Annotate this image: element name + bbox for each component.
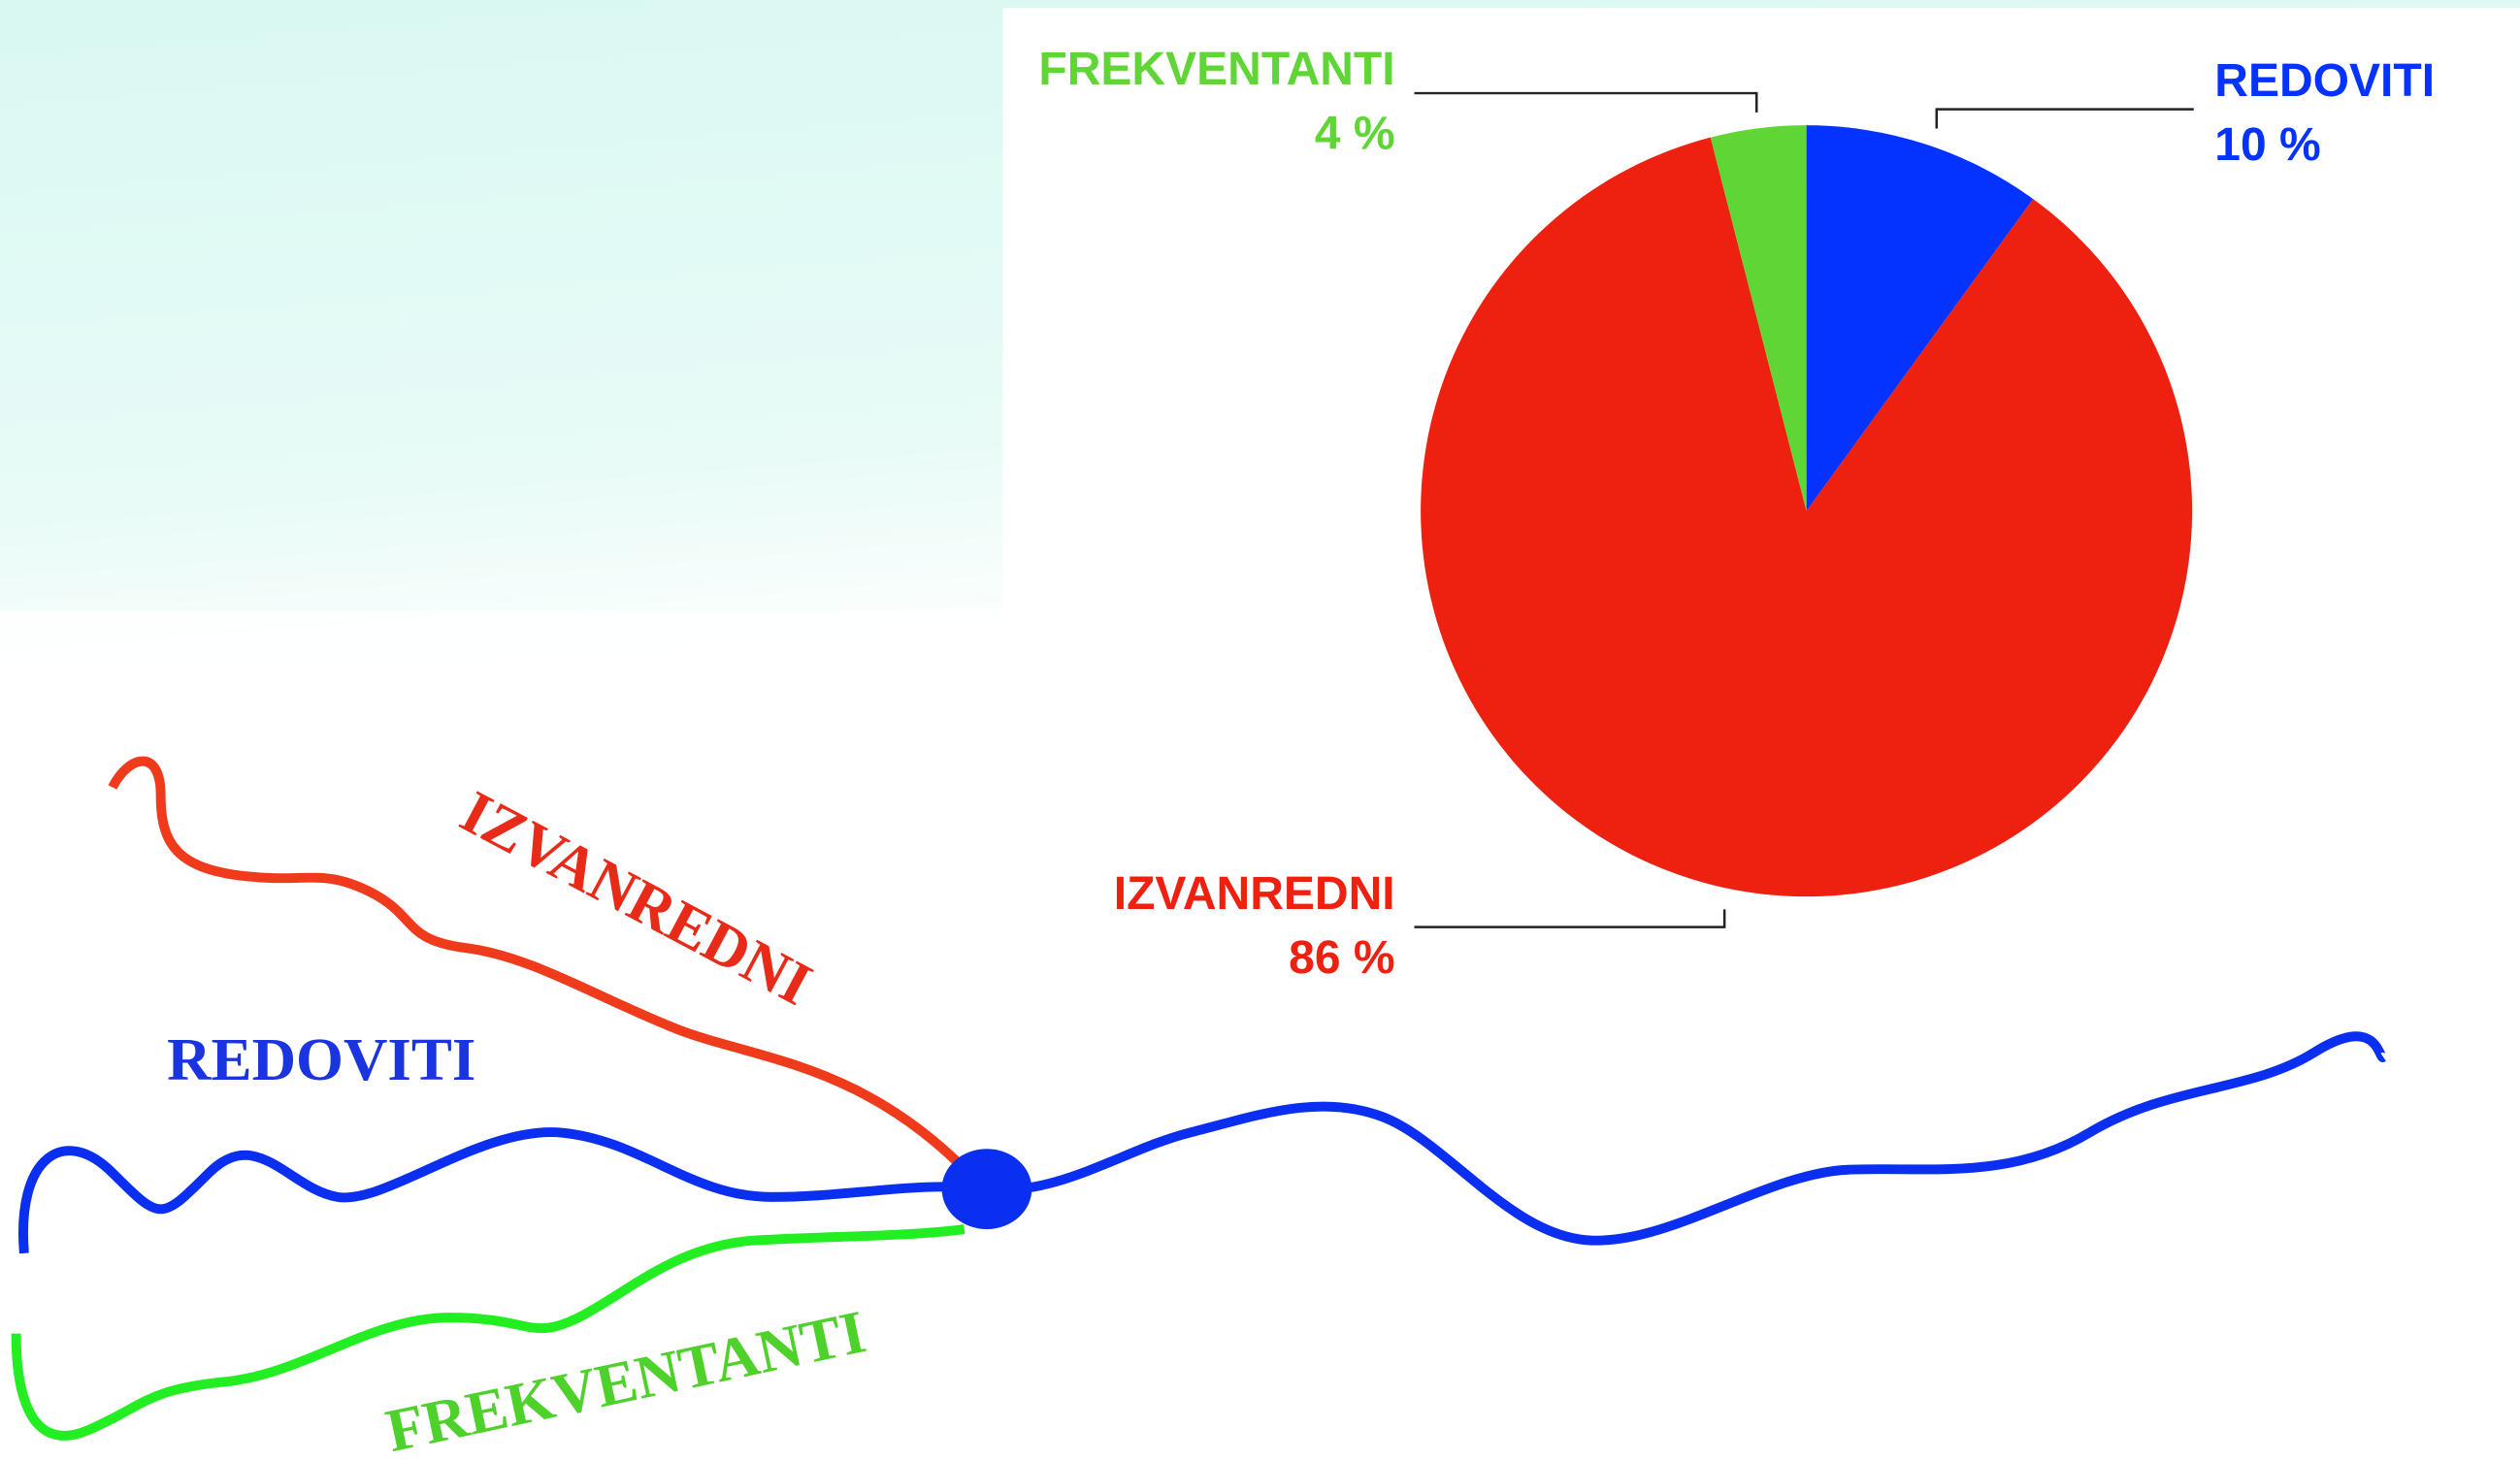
slice-value-label: 4 % [1315,108,1395,159]
river-label: IZVANREDNI [450,777,823,1018]
pie-slice [1710,125,1807,511]
pie-labels: REDOVITI 10 % IZVANREDNI 86 % FREKVENTANTI 4 … [1038,44,2435,984]
leader-line [1414,91,1758,113]
confluence [941,1149,1032,1230]
slice-label: FREKVENTANTI [1038,44,1394,95]
red-river [108,756,988,1192]
slice-label: IZVANREDNI [1114,868,1395,920]
blue-river [18,1031,2389,1254]
green-river [11,1224,965,1441]
pie-slice [1421,137,2193,897]
slice-value-label: 86 % [1289,932,1394,984]
river-label: REDOVITI [167,1025,475,1093]
pie [1421,125,2193,897]
pie-slice [1806,125,2034,511]
leader-line [1414,909,1726,928]
slice-label: REDOVITI [2214,55,2435,107]
slice-value-label: 10 % [2214,119,2320,171]
leader-line [1935,108,2194,129]
